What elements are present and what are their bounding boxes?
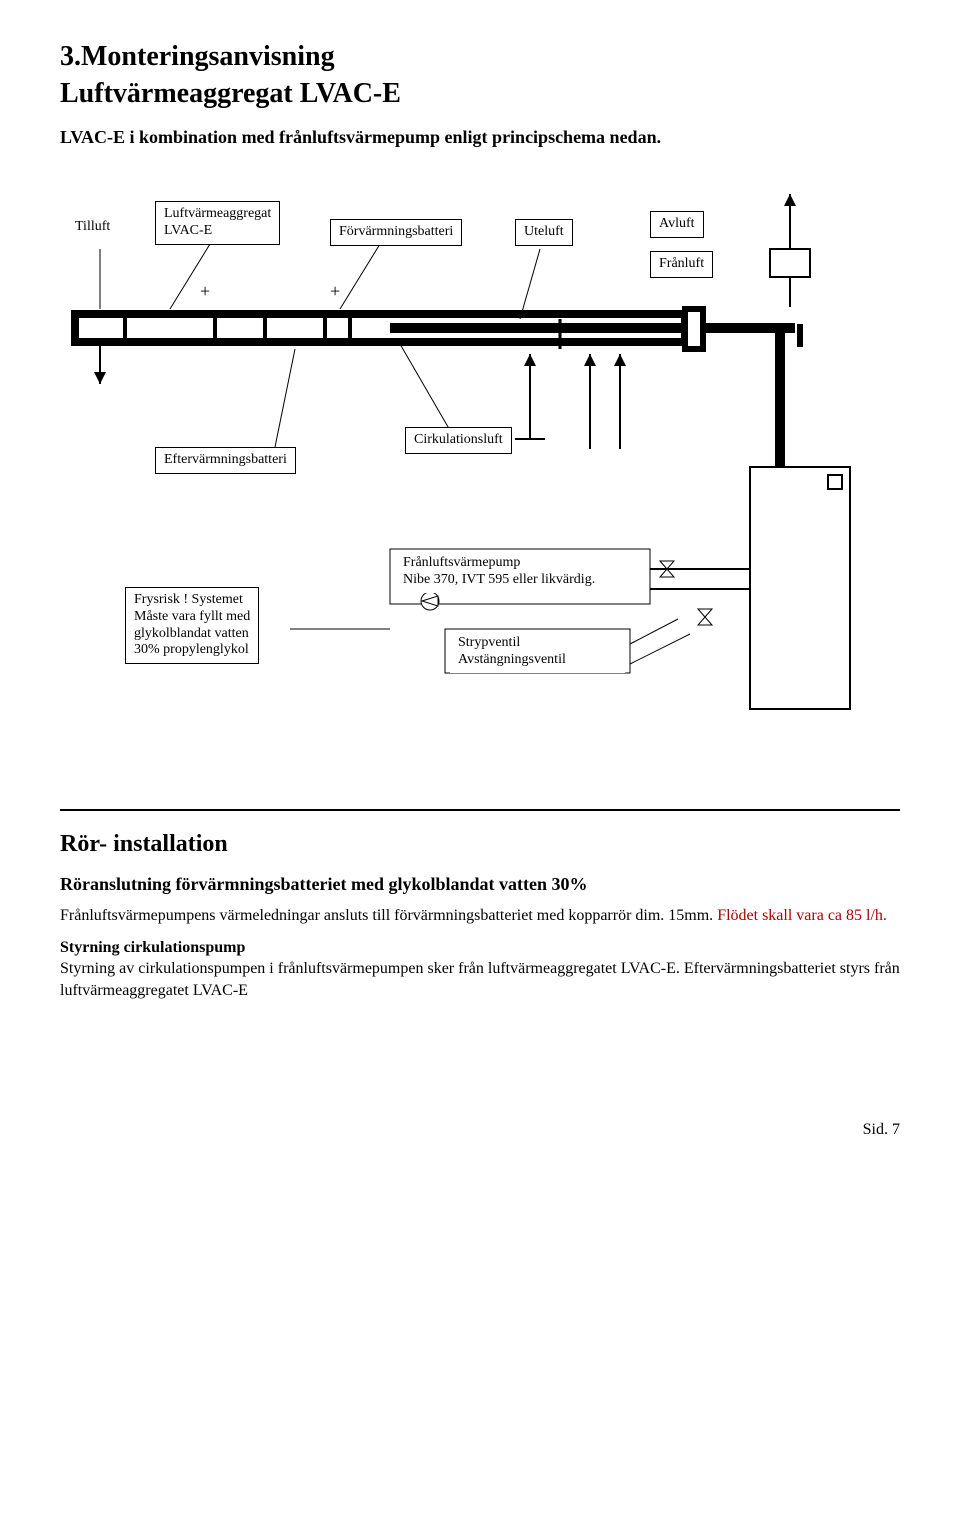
heading-1: 3.Monteringsanvisning bbox=[60, 40, 900, 74]
diagram-svg bbox=[60, 189, 900, 789]
plus-1: + bbox=[200, 281, 210, 302]
label-franluft: Frånluft bbox=[650, 251, 713, 278]
paragraph-1: Frånluftsvärmepumpens värmeledningar ans… bbox=[60, 905, 900, 927]
label-uteluft: Uteluft bbox=[515, 219, 573, 246]
separator bbox=[60, 809, 900, 811]
sub-title: Röranslutning förvärmningsbatteriet med … bbox=[60, 874, 900, 895]
para2-text: Styrning av cirkulationspumpen i frånluf… bbox=[60, 960, 900, 999]
label-lvac: Luftvärmeaggregat LVAC-E bbox=[155, 201, 280, 245]
label-forvarmning: Förvärmningsbatteri bbox=[330, 219, 462, 246]
label-avluft: Avluft bbox=[650, 211, 704, 238]
process-diagram: Tilluft Luftvärmeaggregat LVAC-E Förvärm… bbox=[60, 189, 900, 789]
label-eftervarmning: Eftervärmningsbatteri bbox=[155, 447, 296, 474]
label-frysrisk: Frysrisk ! Systemet Måste vara fyllt med… bbox=[125, 587, 259, 664]
para2-title: Styrning cirkulationspump bbox=[60, 939, 245, 956]
para1-text: Frånluftsvärmepumpens värmeledningar ans… bbox=[60, 907, 713, 924]
heading-1b: Luftvärmeaggregat LVAC-E bbox=[60, 78, 900, 110]
plus-2: + bbox=[330, 281, 340, 302]
label-cirkulationsluft: Cirkulationsluft bbox=[405, 427, 512, 454]
label-stryp: Strypventil Avstängningsventil bbox=[450, 631, 625, 673]
paragraph-2: Styrning cirkulationspump Styrning av ci… bbox=[60, 937, 900, 1002]
section-title: Rör- installation bbox=[60, 831, 900, 858]
label-pump: Frånluftsvärmepump Nibe 370, IVT 595 ell… bbox=[395, 551, 645, 593]
page-footer: Sid. 7 bbox=[60, 1121, 900, 1139]
intro-text: LVAC-E i kombination med frånluftsvärmep… bbox=[60, 126, 900, 149]
label-tilluft: Tilluft bbox=[75, 219, 110, 236]
para1-red: Flödet skall vara ca 85 l/h. bbox=[713, 907, 887, 924]
